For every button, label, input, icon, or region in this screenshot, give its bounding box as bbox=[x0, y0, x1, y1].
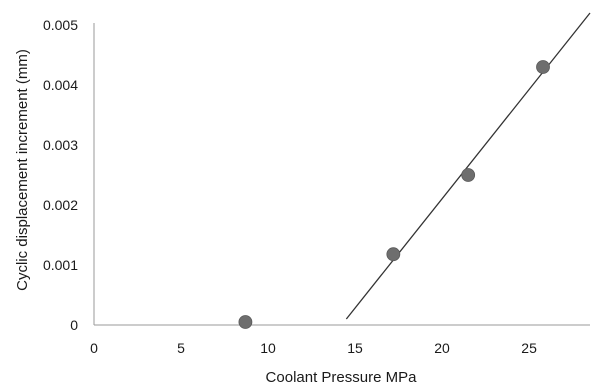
x-tick-label: 15 bbox=[347, 340, 363, 356]
x-tick-label: 5 bbox=[177, 340, 185, 356]
y-tick-label: 0.004 bbox=[43, 77, 78, 93]
trend-line bbox=[345, 12, 591, 320]
y-tick-label: 0 bbox=[70, 317, 78, 333]
plot-area bbox=[238, 12, 591, 329]
x-tick-label: 0 bbox=[90, 340, 98, 356]
x-axis-title: Coolant Pressure MPa bbox=[266, 369, 418, 386]
x-tick-label: 20 bbox=[434, 340, 450, 356]
data-point bbox=[461, 168, 476, 182]
axes bbox=[93, 23, 590, 326]
data-point bbox=[386, 247, 401, 262]
y-axis-title: Cyclic displacement increment (mm) bbox=[14, 49, 31, 291]
x-tick-label: 25 bbox=[521, 340, 537, 356]
y-tick-label: 0.005 bbox=[43, 17, 78, 33]
data-point bbox=[238, 315, 253, 329]
y-tick-label: 0.003 bbox=[43, 137, 78, 153]
y-tick-label: 0.002 bbox=[43, 197, 78, 213]
y-tick-label: 0.001 bbox=[43, 257, 78, 273]
x-tick-label: 10 bbox=[260, 340, 276, 356]
data-point bbox=[536, 60, 550, 74]
tick-labels: 0 5 10 15 20 25 0 0.001 0.002 0.003 0.004 0.005 bbox=[43, 17, 537, 356]
